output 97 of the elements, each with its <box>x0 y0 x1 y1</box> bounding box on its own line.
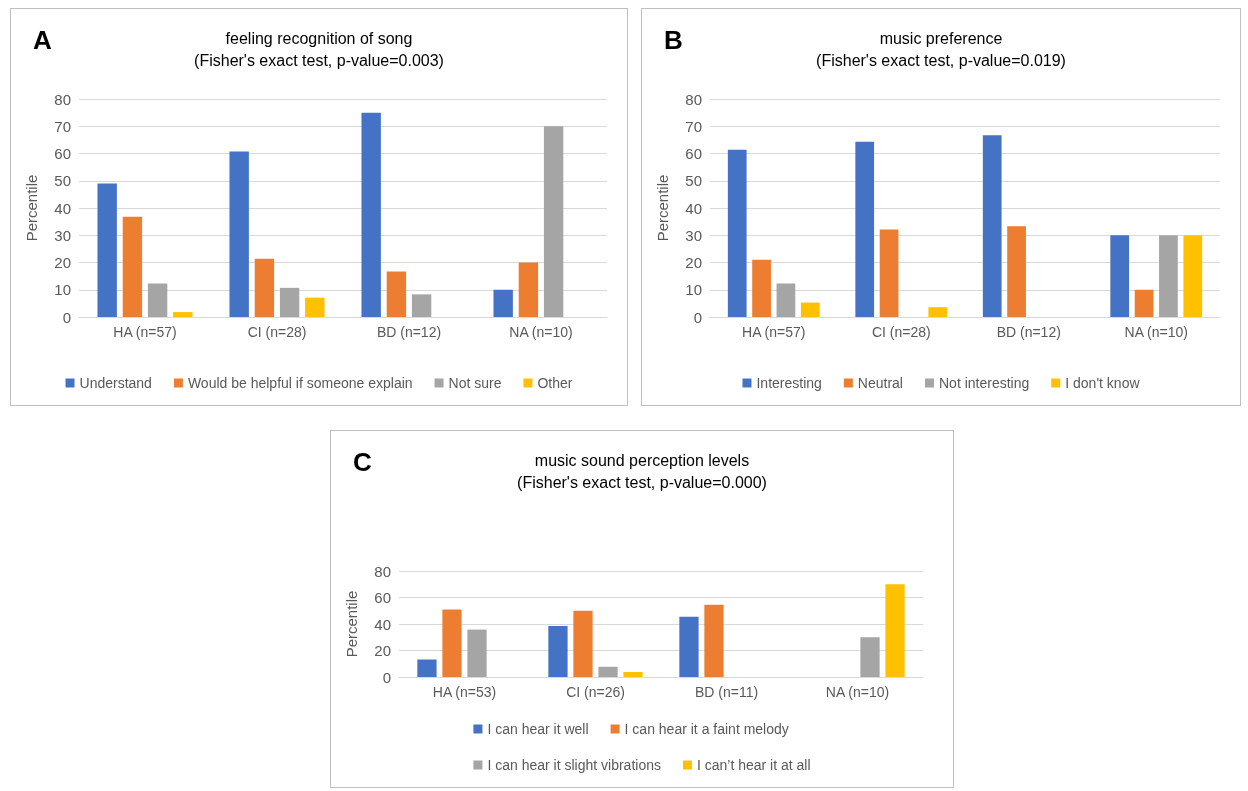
bar <box>493 289 513 317</box>
bar <box>679 616 699 677</box>
bar <box>279 287 300 317</box>
x-tick-label: HA (n=57) <box>742 324 806 340</box>
bar <box>704 604 724 677</box>
legend-label: Understand <box>79 375 152 391</box>
bar <box>885 584 905 677</box>
y-tick-label: 40 <box>374 615 391 633</box>
bar <box>548 625 568 677</box>
text: C <box>353 447 372 477</box>
legend-label: Would be helpful if someone explain <box>187 375 413 391</box>
bar <box>518 262 539 317</box>
bar <box>173 312 193 317</box>
y-tick-label: 40 <box>685 199 702 217</box>
legend-label: Not sure <box>448 375 502 391</box>
x-tick-label: CI (n=28) <box>871 324 931 340</box>
x-tick-label: BD (n=12) <box>996 324 1061 340</box>
legend-label: I can’t hear it at all <box>696 757 811 773</box>
x-tick-label: HA (n=57) <box>113 324 177 340</box>
y-tick-label: 80 <box>374 562 391 580</box>
y-tick-label: 60 <box>685 145 702 162</box>
y-tick-label: 50 <box>685 172 702 190</box>
y-tick-label: 70 <box>54 117 71 135</box>
y-tick-label: 20 <box>685 254 702 271</box>
chart-subtitle: (Fisher's exact test, p-value=0.000) <box>517 473 767 491</box>
x-tick-label: NA (n=10) <box>509 324 573 340</box>
bar <box>623 671 643 677</box>
y-axis-title: Percentile <box>343 590 360 658</box>
y-tick-label: 60 <box>374 589 391 606</box>
bar <box>417 659 437 677</box>
x-tick-label: CI (n=26) <box>566 684 625 700</box>
y-axis-title: Percentile <box>23 174 40 242</box>
bar <box>982 135 1002 317</box>
y-tick-label: 80 <box>54 90 71 108</box>
bar <box>928 307 948 317</box>
bar <box>752 259 771 317</box>
text: A <box>33 25 52 55</box>
y-tick-label: 60 <box>54 145 71 162</box>
bar <box>800 302 820 317</box>
bar <box>1007 226 1026 317</box>
y-tick-label: 20 <box>54 254 71 271</box>
chart-title: feeling recognition of song <box>225 29 413 47</box>
y-tick-label: 10 <box>685 281 702 299</box>
x-tick-label: CI (n=28) <box>247 324 307 340</box>
bar <box>411 294 432 317</box>
bar <box>1110 235 1130 317</box>
x-tick-label: NA (n=10) <box>825 684 890 700</box>
bar <box>97 183 117 317</box>
y-tick-label: 10 <box>54 281 71 299</box>
legend-label: Interesting <box>756 375 822 391</box>
bar <box>543 126 564 317</box>
bar <box>254 258 275 317</box>
bar <box>229 151 249 317</box>
bar <box>467 629 487 677</box>
chart-title: music preference <box>879 29 1003 47</box>
legend-label: I can hear it well <box>487 721 589 737</box>
bar <box>573 610 593 677</box>
legend-label: I don't know <box>1065 375 1141 391</box>
legend-label: Not interesting <box>938 375 1030 391</box>
bar <box>1183 235 1203 317</box>
y-tick-label: 80 <box>685 90 702 108</box>
bar <box>855 141 875 317</box>
legend-label: I can hear it slight vibrations <box>487 757 661 773</box>
y-tick-label: 30 <box>54 226 71 244</box>
bar <box>386 271 407 317</box>
y-tick-label: 30 <box>685 226 702 244</box>
x-tick-label: BD (n=11) <box>694 684 759 700</box>
legend-label: Other <box>537 375 573 391</box>
bar <box>860 637 880 677</box>
bar <box>122 216 143 317</box>
bar <box>598 666 618 677</box>
x-tick-label: NA (n=10) <box>1124 324 1188 340</box>
y-tick-label: 0 <box>62 308 71 326</box>
bar <box>776 283 796 317</box>
bar <box>1134 289 1154 317</box>
y-tick-label: 20 <box>374 642 391 659</box>
y-tick-label: 0 <box>382 668 391 686</box>
legend-label: Neutral <box>857 375 903 391</box>
bar <box>727 149 747 317</box>
text: B <box>664 25 683 55</box>
bar <box>305 297 325 317</box>
legend-label: I can hear it a faint melody <box>624 721 789 737</box>
y-tick-label: 70 <box>685 117 702 135</box>
x-tick-label: BD (n=12) <box>376 324 442 340</box>
y-tick-label: 40 <box>54 199 71 217</box>
x-tick-label: HA (n=53) <box>432 684 497 700</box>
y-tick-label: 50 <box>54 172 71 190</box>
bar <box>361 112 381 317</box>
bar <box>442 609 462 677</box>
bar <box>147 283 168 317</box>
y-axis-title: Percentile <box>654 174 671 242</box>
chart-subtitle: (Fisher's exact test, p-value=0.019) <box>816 51 1066 69</box>
bar <box>879 229 899 317</box>
chart-title: music sound perception levels <box>534 451 750 469</box>
bar <box>1159 235 1178 317</box>
chart-subtitle: (Fisher's exact test, p-value=0.003) <box>194 51 444 69</box>
y-tick-label: 0 <box>693 308 702 326</box>
